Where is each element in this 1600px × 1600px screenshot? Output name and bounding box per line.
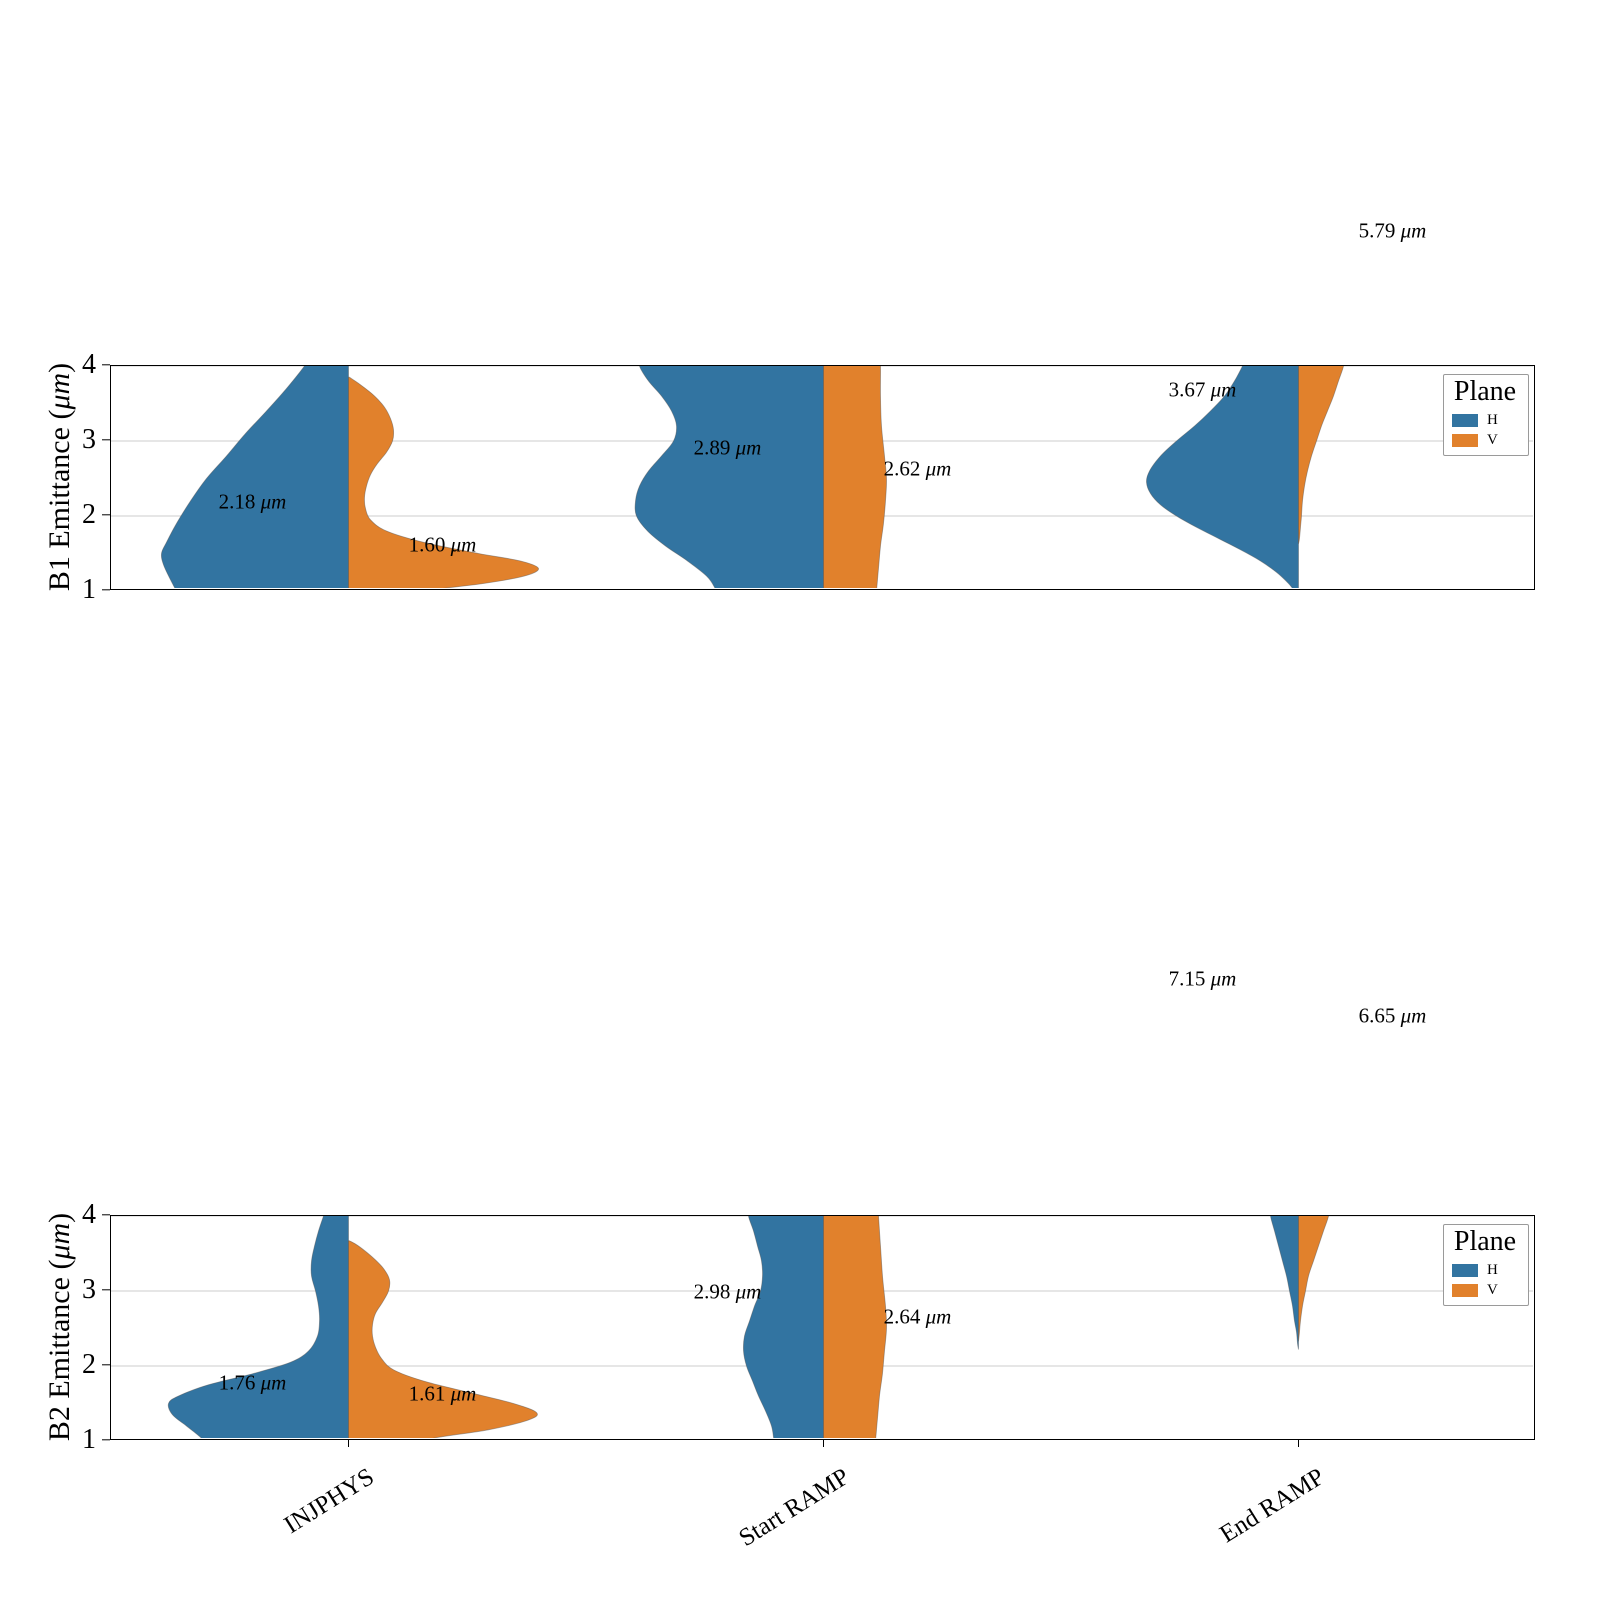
y-tick-mark xyxy=(102,1364,110,1366)
y-tick-label: 2 xyxy=(82,1349,96,1380)
legend-entry-h: H xyxy=(1452,413,1518,428)
violin-B1-INJPHYS-V xyxy=(348,376,539,588)
violin-B2-Start-RAMP-V xyxy=(823,1216,887,1438)
mean-annotation-B2-End-RAMP-V: 6.65 μm xyxy=(1358,1003,1427,1028)
y-tick-mark xyxy=(102,439,110,441)
y-tick-label: 3 xyxy=(82,1274,96,1305)
b2-plot-area: Plane H V xyxy=(110,1215,1535,1440)
violin-B1-End-RAMP-H xyxy=(1146,366,1299,588)
b2-y-axis-label: B2 Emittance (μm) xyxy=(43,1212,76,1442)
legend-title: Plane xyxy=(1453,1226,1517,1257)
legend: Plane H V xyxy=(1443,1224,1529,1307)
legend: Plane H V xyxy=(1443,374,1529,457)
legend-swatch-h-icon xyxy=(1452,414,1478,428)
y-tick-mark xyxy=(102,1289,110,1291)
mean-annotation-B2-Start-RAMP-H: 2.98 μm xyxy=(693,1279,762,1303)
mean-annotation-B1-End-RAMP-H: 3.67 μm xyxy=(1168,377,1237,402)
mean-annotation-B1-INJPHYS-H: 2.18 μm xyxy=(218,489,287,513)
mean-annotation-B1-INJPHYS-V: 1.60 μm xyxy=(408,532,477,557)
y-tick-label: 3 xyxy=(82,424,96,455)
legend-entry-v: V xyxy=(1452,433,1518,448)
violin-B2-End-RAMP-H xyxy=(1270,1216,1299,1350)
x-tick-mark xyxy=(347,1440,349,1447)
x-tick-mark xyxy=(822,1440,824,1447)
x-tick-label-INJPHYS: INJPHYS xyxy=(280,1463,380,1540)
x-tick-label-End-RAMP: End RAMP xyxy=(1215,1463,1330,1549)
legend-label-h: H xyxy=(1487,1262,1498,1279)
legend-label-h: H xyxy=(1487,412,1498,429)
legend-entry-v: V xyxy=(1452,1283,1518,1298)
y-tick-mark xyxy=(102,364,110,366)
b1-violin-canvas xyxy=(111,366,1533,588)
x-tick-mark xyxy=(1297,1440,1299,1447)
b2-violin-canvas xyxy=(111,1216,1533,1438)
violin-B1-Start-RAMP-V xyxy=(823,366,887,588)
y-tick-label: 1 xyxy=(82,574,96,605)
legend-swatch-h-icon xyxy=(1452,1264,1478,1278)
violin-B2-Start-RAMP-H xyxy=(742,1216,824,1438)
y-tick-mark xyxy=(102,1439,110,1441)
violin-B1-End-RAMP-V xyxy=(1298,366,1344,544)
violin-B1-Start-RAMP-H xyxy=(634,366,824,588)
legend-label-v: V xyxy=(1487,1282,1498,1299)
violin-B2-End-RAMP-V xyxy=(1298,1216,1329,1342)
mean-annotation-B2-End-RAMP-H: 7.15 μm xyxy=(1168,966,1237,991)
mean-annotation-B2-INJPHYS-V: 1.61 μm xyxy=(408,1381,477,1406)
mean-annotation-B2-INJPHYS-H: 1.76 μm xyxy=(218,1370,287,1395)
y-tick-label: 2 xyxy=(82,499,96,530)
b1-plot-area: Plane H V xyxy=(110,365,1535,590)
y-tick-mark xyxy=(102,514,110,516)
legend-swatch-v-icon xyxy=(1452,1284,1478,1298)
legend-label-v: V xyxy=(1487,432,1498,449)
mean-annotation-B2-Start-RAMP-V: 2.64 μm xyxy=(883,1304,952,1329)
legend-entry-h: H xyxy=(1452,1263,1518,1278)
b1-y-axis-label: B1 Emittance (μm) xyxy=(43,362,76,592)
mean-annotation-B1-Start-RAMP-H: 2.89 μm xyxy=(693,435,762,460)
y-tick-mark xyxy=(102,589,110,591)
legend-swatch-v-icon xyxy=(1452,434,1478,448)
y-tick-label: 4 xyxy=(82,349,96,380)
violin-B1-INJPHYS-H xyxy=(160,366,349,588)
y-tick-mark xyxy=(102,1214,110,1216)
violin-B2-INJPHYS-V xyxy=(348,1240,538,1438)
mean-annotation-B1-Start-RAMP-V: 2.62 μm xyxy=(883,456,952,480)
mean-annotation-B1-End-RAMP-V: 5.79 μm xyxy=(1358,218,1427,243)
y-tick-label: 4 xyxy=(82,1199,96,1230)
legend-title: Plane xyxy=(1453,376,1517,407)
violin-B2-INJPHYS-H xyxy=(167,1216,349,1438)
x-tick-label-Start-RAMP: Start RAMP xyxy=(734,1463,855,1552)
y-tick-label: 1 xyxy=(82,1424,96,1455)
